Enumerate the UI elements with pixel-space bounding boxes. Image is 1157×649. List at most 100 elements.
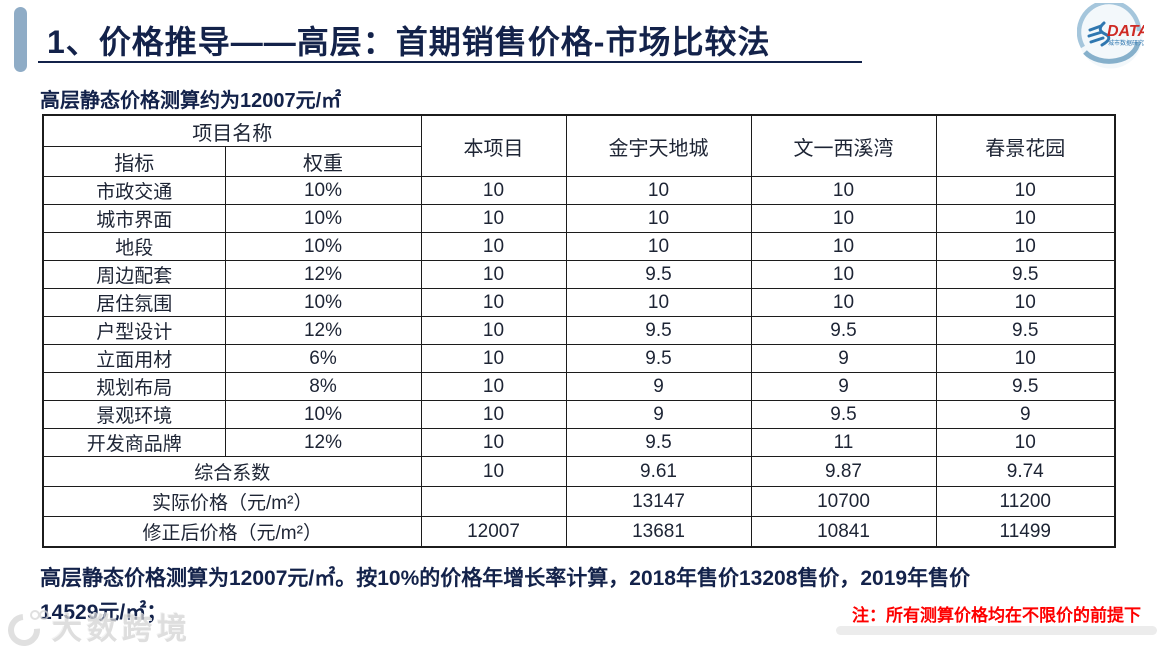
value-cell: 10 — [935, 288, 1116, 317]
logo-subtext: 城市数据研究院 — [1108, 39, 1144, 47]
table-row: 景观环境 10% 10 9 9.5 9 — [42, 400, 1116, 429]
indicator-cell: 规划布局 — [42, 372, 226, 401]
weight-cell: 12% — [224, 260, 422, 289]
weight-cell: 6% — [224, 344, 422, 373]
value-cell-highlight: 12007 — [420, 516, 567, 548]
value-cell: 9 — [565, 372, 752, 401]
table-row: 周边配套 12% 10 9.5 10 9.5 — [42, 260, 1116, 289]
value-cell: 10 — [420, 372, 567, 401]
summary-row-composite: 综合系数 10 9.61 9.87 9.74 — [42, 456, 1116, 487]
value-cell: 9.5 — [935, 260, 1116, 289]
value-cell: 9.5 — [565, 344, 752, 373]
weight-cell: 8% — [224, 372, 422, 401]
indicator-cell: 景观环境 — [42, 400, 226, 429]
value-cell: 9.87 — [750, 456, 937, 487]
summary-label-cell: 实际价格（元/m²） — [42, 486, 422, 517]
indicator-cell: 周边配套 — [42, 260, 226, 289]
value-cell: 9 — [750, 344, 937, 373]
price-note: 注：所有测算价格均在不限价的前提下 — [852, 606, 1141, 625]
column-header-comp-3: 春景花园 — [935, 114, 1116, 177]
summary-row-actual-price: 实际价格（元/m²） 13147 10700 11200 — [42, 486, 1116, 517]
value-cell: 10 — [935, 204, 1116, 233]
value-cell: 11200 — [935, 486, 1116, 517]
title-underline — [38, 61, 862, 63]
value-cell: 9 — [935, 400, 1116, 429]
data-logo: DATA 城市数据研究院 — [1076, 0, 1150, 70]
value-cell: 10 — [565, 176, 752, 205]
indicator-cell: 户型设计 — [42, 316, 226, 345]
value-cell: 9.5 — [935, 316, 1116, 345]
value-cell: 10 — [935, 344, 1116, 373]
value-cell: 10 — [750, 232, 937, 261]
group-header-cell: 项目名称 — [42, 114, 422, 147]
value-cell: 9.5 — [565, 260, 752, 289]
table-row: 规划布局 8% 10 9 9 9.5 — [42, 372, 1116, 401]
weight-cell: 10% — [224, 176, 422, 205]
sub-header-indicator: 指标 — [42, 146, 226, 177]
indicator-cell: 开发商品牌 — [42, 428, 226, 457]
watermark: 大数跨境 — [1, 606, 192, 649]
value-cell: 9 — [565, 400, 752, 429]
table-row: 立面用材 6% 10 9.5 9 10 — [42, 344, 1116, 373]
table-row: 户型设计 12% 10 9.5 9.5 9.5 — [42, 316, 1116, 345]
weight-cell: 10% — [224, 288, 422, 317]
indicator-cell: 市政交通 — [42, 176, 226, 205]
table-row: 市政交通 10% 10 10 10 10 — [42, 176, 1116, 205]
value-cell: 9.5 — [935, 372, 1116, 401]
weight-cell: 10% — [224, 232, 422, 261]
value-cell: 11499 — [935, 516, 1116, 548]
value-cell: 9 — [750, 372, 937, 401]
value-cell: 10700 — [750, 486, 937, 517]
value-cell: 9.5 — [750, 400, 937, 429]
value-cell: 10 — [420, 232, 567, 261]
value-cell: 10 — [935, 428, 1116, 457]
title-accent-bar — [14, 7, 27, 72]
value-cell: 9.5 — [565, 316, 752, 345]
value-cell: 10 — [420, 288, 567, 317]
bottom-strip — [836, 626, 1157, 635]
table-row: 居住氛围 10% 10 10 10 10 — [42, 288, 1116, 317]
column-header-comp-1: 金宇天地城 — [565, 114, 752, 177]
value-cell: 10 — [565, 288, 752, 317]
weight-cell: 10% — [224, 400, 422, 429]
value-cell: 10 — [935, 232, 1116, 261]
summary-row-adjusted-price: 修正后价格（元/m²） 12007 13681 10841 11499 — [42, 516, 1116, 548]
price-comparison-table: 项目名称 本项目 金宇天地城 文一西溪湾 春景花园 指标 权重 市政交通 10%… — [42, 114, 1116, 548]
value-cell: 10 — [935, 176, 1116, 205]
value-cell: 9.5 — [565, 428, 752, 457]
indicator-cell: 立面用材 — [42, 344, 226, 373]
logo-brand-text: DATA — [1107, 23, 1144, 40]
conclusion-line-1: 高层静态价格测算为12007元/㎡。按10%的价格年增长率计算，2018年售价1… — [40, 567, 971, 590]
column-header-comp-2: 文一西溪湾 — [750, 114, 937, 177]
value-cell: 10 — [750, 176, 937, 205]
weight-cell: 10% — [224, 204, 422, 233]
indicator-cell: 城市界面 — [42, 204, 226, 233]
value-cell: 10 — [420, 316, 567, 345]
column-header-this-project: 本项目 — [420, 114, 567, 177]
value-cell: 13147 — [565, 486, 752, 517]
table-row: 地段 10% 10 10 10 10 — [42, 232, 1116, 261]
logo-flash-icon — [1087, 24, 1105, 44]
value-cell — [420, 486, 567, 517]
value-cell: 10 — [565, 232, 752, 261]
conclusion-line-2: 14529元/㎡； — [40, 601, 168, 624]
table-row: 城市界面 10% 10 10 10 10 — [42, 204, 1116, 233]
indicator-cell: 居住氛围 — [42, 288, 226, 317]
value-cell: 13681 — [565, 516, 752, 548]
watermark-text: 大数跨境 — [52, 613, 192, 646]
value-cell: 10 — [420, 204, 567, 233]
data-logo-icon: DATA 城市数据研究院 — [1076, 0, 1150, 69]
value-cell: 10 — [565, 204, 752, 233]
page-title: 1、价格推导——高层：首期销售价格-市场比较法 — [47, 24, 771, 60]
value-cell: 10 — [420, 428, 567, 457]
value-cell: 10 — [750, 288, 937, 317]
summary-label-cell: 综合系数 — [42, 456, 422, 487]
value-cell: 9.61 — [565, 456, 752, 487]
value-cell: 11 — [750, 428, 937, 457]
sub-header-weight: 权重 — [224, 146, 422, 177]
value-cell: 9.74 — [935, 456, 1116, 487]
watermark-logo-icon — [1, 607, 49, 649]
table-header-row-2: 指标 权重 — [42, 146, 1115, 177]
value-cell: 10 — [420, 176, 567, 205]
value-cell: 10841 — [750, 516, 937, 548]
